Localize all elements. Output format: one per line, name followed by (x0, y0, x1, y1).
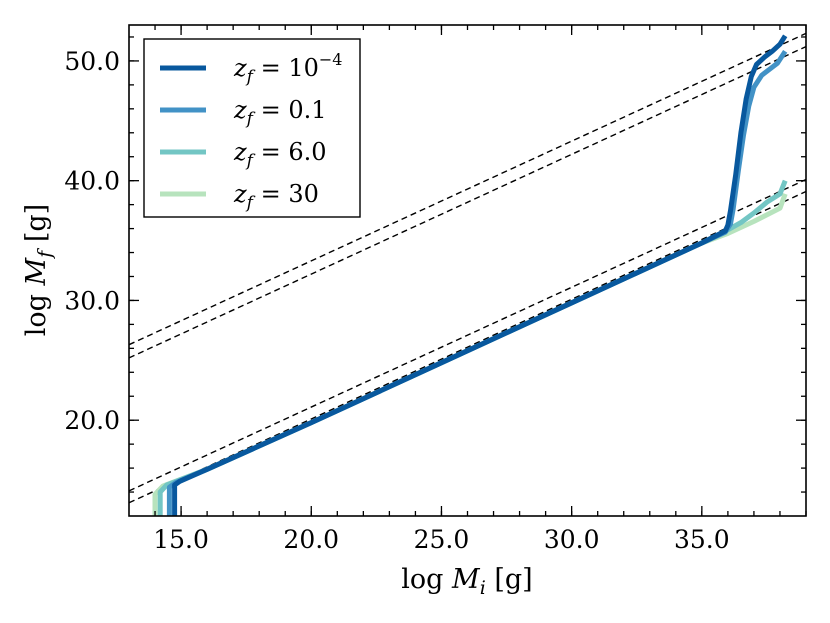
legend-label-2: zf = 6.0 (233, 138, 327, 171)
reference-line-upper-bound-1 (129, 32, 806, 346)
legend-label-3: zf = 30 (233, 180, 319, 213)
reference-lines (129, 32, 806, 504)
y-tick-label: 20.0 (64, 406, 120, 435)
legend: zf = 10−4 zf = 0.1 zf = 6.0 zf = 30 (143, 38, 361, 218)
y-axis-label: log Mf [g] (21, 204, 56, 336)
x-axis-label: log Mi [g] (401, 564, 532, 599)
y-tick-label: 30.0 (64, 286, 120, 315)
x-tick-label: 35.0 (674, 525, 730, 554)
x-tick-label: 30.0 (544, 525, 600, 554)
series-line-3 (152, 193, 788, 516)
axis-tick-labels: 15.0 20.0 25.0 30.0 35.0 20.0 30.0 40.0 50.0 (64, 47, 729, 554)
axis-ticks (129, 25, 807, 516)
y-tick-label: 50.0 (64, 47, 120, 76)
data-series (152, 34, 788, 516)
x-tick-label: 25.0 (414, 525, 470, 554)
reference-line-lower-bound-1 (129, 178, 806, 492)
reference-line-upper-bound-2 (129, 45, 806, 359)
y-tick-label: 40.0 (64, 167, 120, 196)
x-tick-label: 20.0 (283, 525, 339, 554)
series-line-0 (172, 34, 788, 516)
x-tick-label: 15.0 (153, 525, 209, 554)
legend-label-1: zf = 0.1 (233, 96, 327, 129)
legend-label-0: zf = 10−4 (233, 50, 342, 87)
reference-line-lower-bound-2 (129, 190, 806, 504)
legend-entries: zf = 10−4 zf = 0.1 zf = 6.0 zf = 30 (160, 50, 342, 213)
